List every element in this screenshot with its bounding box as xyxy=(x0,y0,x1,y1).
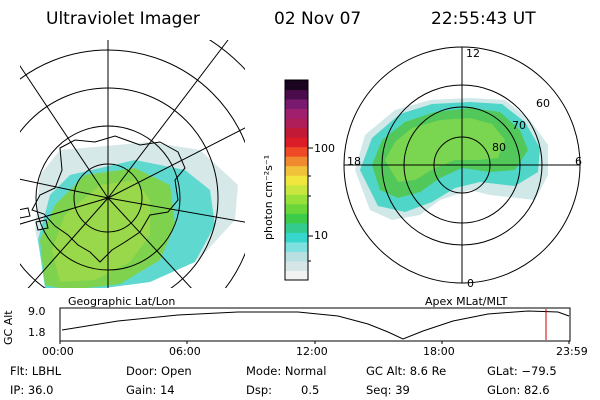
mlt-label-18: 18 xyxy=(347,155,361,168)
timeline-xtick-1200: 12:00 xyxy=(296,345,328,358)
timeline-axis-label: GC Alt xyxy=(2,310,15,345)
dsp-label: Dsp: xyxy=(246,383,273,397)
filter-info: Flt: LBHL xyxy=(10,364,62,378)
left-panel-label: Geographic Lat/Lon xyxy=(68,295,176,308)
colorbar-tick-10: 10 xyxy=(314,229,328,242)
timeline-xtick-0600: 06:00 xyxy=(169,345,201,358)
gc-alt-info: GC Alt: 8.6 Re xyxy=(366,364,447,378)
seq-info: Seq: 39 xyxy=(366,383,410,397)
colorbar-cell xyxy=(285,213,308,224)
timeline-ytick-low: 1.8 xyxy=(28,326,46,339)
instrument-title: Ultraviolet Imager xyxy=(46,9,200,29)
colorbar-cell xyxy=(285,137,308,148)
colorbar-cell xyxy=(285,184,308,195)
coastline xyxy=(31,135,186,263)
mlt-label-12: 12 xyxy=(466,47,480,60)
colorbar-cell xyxy=(285,165,308,176)
altitude-curve xyxy=(61,310,570,340)
colorbar-cell xyxy=(285,118,308,129)
dsp-value: 0.5 xyxy=(301,383,320,397)
colorbar-cell xyxy=(285,146,308,157)
colorbar-cell xyxy=(285,251,308,262)
mlat-label-60: 60 xyxy=(536,97,550,110)
right-aurora-greenlight xyxy=(385,118,505,182)
geographic-map xyxy=(20,40,245,288)
timeline-xtick-0000: 00:00 xyxy=(42,345,74,358)
mlat-label-70: 70 xyxy=(512,119,526,132)
colorbar-cell xyxy=(285,80,308,91)
magnetic-map xyxy=(343,46,581,284)
mode-info: Mode: Normal xyxy=(246,364,327,378)
colorbar-cell xyxy=(285,232,308,243)
colorbar-tick-100: 100 xyxy=(314,142,335,155)
ip-info: IP: 36.0 xyxy=(10,383,54,397)
glon-info: GLon: 82.6 xyxy=(487,383,550,397)
mlat-label-80: 80 xyxy=(492,141,506,154)
colorbar-cell xyxy=(285,222,308,233)
time-label: 22:55:43 UT xyxy=(431,9,536,29)
timeline-xtick-2359: 23:59 xyxy=(556,345,588,358)
mlt-label-6: 6 xyxy=(575,155,582,168)
colorbar xyxy=(284,79,313,281)
colorbar-cell xyxy=(285,241,308,252)
colorbar-cell xyxy=(285,175,308,186)
timeline-ytick-high: 9.0 xyxy=(28,305,46,318)
colorbar-unit-label: photon cm⁻²s⁻¹ xyxy=(262,154,275,240)
gain-info: Gain: 14 xyxy=(126,383,175,397)
colorbar-cell xyxy=(285,270,308,281)
colorbar-cell xyxy=(285,127,308,138)
colorbar-cell xyxy=(285,194,308,205)
colorbar-cell xyxy=(285,99,308,110)
colorbar-cell xyxy=(285,108,308,119)
door-info: Door: Open xyxy=(126,364,192,378)
mlt-label-0: 0 xyxy=(467,277,474,290)
colorbar-cell xyxy=(285,260,308,271)
colorbar-cell xyxy=(285,156,308,167)
right-panel-label: Apex MLat/MLT xyxy=(425,295,508,308)
colorbar-cell xyxy=(285,203,308,214)
date-label: 02 Nov 07 xyxy=(274,9,362,29)
colorbar-cell xyxy=(285,89,308,100)
glat-info: GLat: −79.5 xyxy=(487,364,557,378)
altitude-timeline xyxy=(59,307,571,344)
timeline-xtick-1800: 18:00 xyxy=(423,345,455,358)
